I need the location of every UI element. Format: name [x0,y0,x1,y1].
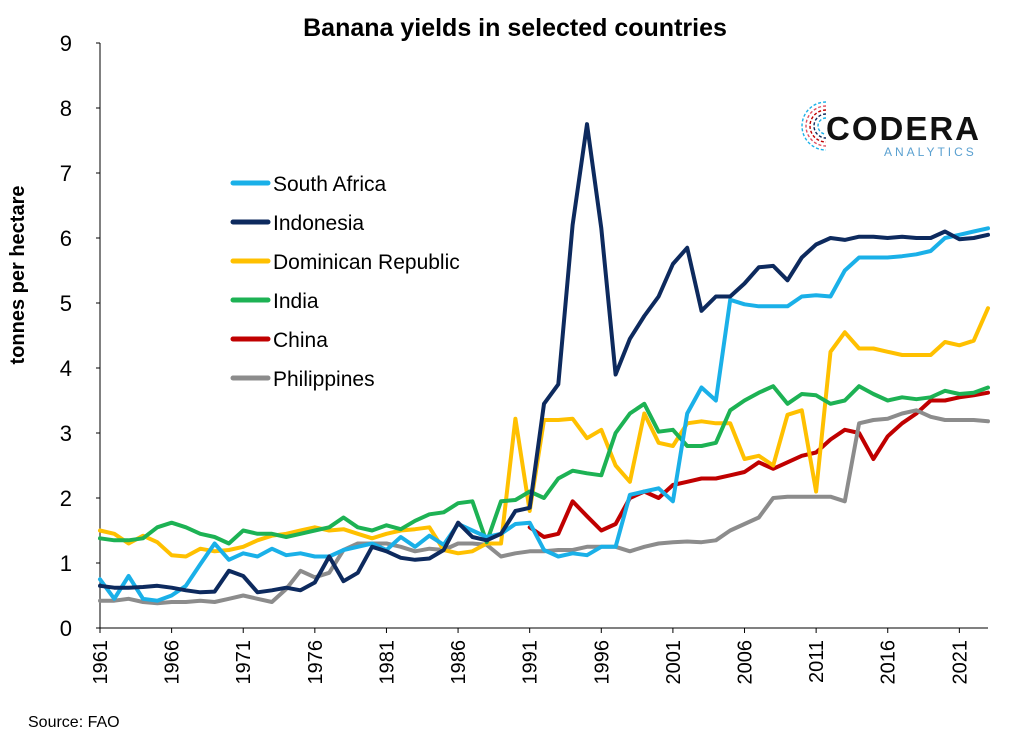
legend-label-south-africa: South Africa [273,173,387,196]
x-tick-label: 1971 [233,640,255,685]
y-tick-label: 6 [60,226,72,251]
logo-arc [801,101,827,151]
x-tick-label: 2011 [806,640,828,683]
x-tick-label: 1961 [90,640,112,685]
series-line-dominican-republic [98,306,990,559]
x-tick-label: 2006 [735,640,757,685]
x-tick-label: 1976 [305,640,327,685]
logo-main-text: CODERA [826,110,981,147]
legend: South Africa Indonesia Dominican Republic I… [230,173,460,391]
series-line-south-africa [98,226,990,603]
x-tick-label: 1981 [376,640,398,685]
codera-logo-mark-icon [801,101,827,151]
legend-label-india: India [273,290,319,313]
logo-sub-text: ANALYTICS [884,145,977,159]
y-tick-label: 9 [60,31,72,56]
logo-arc [813,113,827,139]
tick-labels: 0 1 2 3 4 5 6 7 8 9 1961 1966 1971 1976 1981 1986 1991 19… [60,31,972,685]
series-line-india [98,384,990,546]
chart-title: Banana yields in selected countries [303,14,727,42]
y-tick-label: 3 [60,421,72,446]
legend-label-china: China [273,329,328,352]
y-tick-label: 8 [60,96,72,121]
y-tick-label: 7 [60,161,72,186]
x-tick-label: 2021 [949,640,971,685]
y-tick-label: 0 [60,616,72,641]
x-tick-label: 1966 [162,640,184,685]
series-lines [98,122,990,606]
y-tick-label: 5 [60,291,72,316]
series-line-indonesia [98,122,990,595]
series-line-china [527,390,990,539]
x-tick-label: 1986 [448,640,470,685]
codera-logo: CODERA ANALYTICS [801,101,981,159]
legend-label-dominican-republic: Dominican Republic [273,251,460,274]
legend-label-philippines: Philippines [273,368,375,391]
logo-arc [805,105,827,147]
legend-label-indonesia: Indonesia [273,212,364,235]
y-tick-label: 1 [60,551,72,576]
x-tick-label: 2001 [663,640,685,685]
logo-arc [817,117,827,135]
y-tick-label: 4 [60,356,72,381]
logo-arc [809,109,827,143]
source-note: Source: FAO [28,714,120,731]
x-tick-label: 1991 [520,640,542,685]
x-tick-label: 2016 [878,640,900,685]
x-tick-label: 1996 [591,640,613,685]
y-tick-label: 2 [60,486,72,511]
y-axis-label: tonnes per hectare [7,186,29,365]
